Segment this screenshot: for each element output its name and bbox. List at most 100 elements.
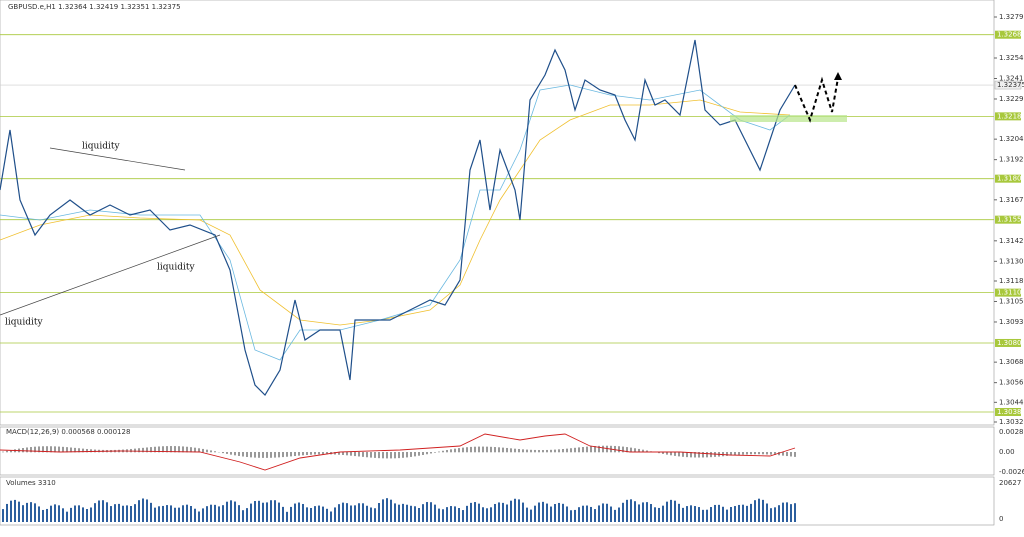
volume-bar	[694, 506, 696, 522]
macd-bar	[210, 450, 212, 453]
macd-bar	[142, 447, 144, 453]
macd-bar	[306, 452, 308, 455]
macd-bar	[346, 452, 348, 456]
volume-bar	[526, 507, 528, 522]
level-label: 1.31554	[997, 216, 1024, 224]
macd-bar	[250, 452, 252, 458]
macd-panel	[0, 426, 995, 476]
macd-bar	[542, 450, 544, 453]
macd-bar	[766, 452, 768, 455]
volume-bar	[670, 499, 672, 522]
macd-bar	[198, 448, 200, 453]
volume-bar	[166, 505, 168, 522]
volume-bar	[686, 506, 688, 522]
macd-bar	[458, 448, 460, 453]
levels	[0, 34, 994, 413]
volume-bar	[234, 501, 236, 522]
macd-bar	[82, 448, 84, 453]
macd-bar	[234, 452, 236, 456]
volume-bar	[666, 501, 668, 522]
macd-bar	[666, 452, 668, 455]
volume-bar	[230, 500, 232, 522]
macd-bar	[750, 452, 752, 455]
macd-bar	[502, 447, 504, 453]
volume-bar	[198, 511, 200, 522]
macd-bar	[254, 452, 256, 458]
macd-bar	[462, 447, 464, 453]
volume-bar	[246, 508, 248, 522]
volume-bar	[314, 506, 316, 522]
volume-bar	[402, 503, 404, 522]
volume-bar	[134, 504, 136, 522]
volume-bar	[794, 503, 796, 522]
level-label: 1.31109	[997, 289, 1024, 297]
volume-bar	[418, 507, 420, 522]
macd-bar	[630, 447, 632, 453]
macd-bar	[178, 446, 180, 453]
macd-bar	[474, 446, 476, 453]
macd-bar	[10, 450, 12, 453]
volume-bar	[514, 498, 516, 522]
macd-bar	[646, 450, 648, 453]
macd-bar	[2, 451, 4, 453]
macd-bar	[778, 452, 780, 456]
macd-bar	[94, 449, 96, 453]
macd-bar	[370, 452, 372, 458]
volume-bar	[726, 509, 728, 522]
volume-bar	[550, 506, 552, 522]
macd-bar	[790, 452, 792, 457]
volume-bar	[598, 505, 600, 522]
macd-bar	[482, 446, 484, 453]
volume-bar	[466, 505, 468, 522]
volume-bar	[766, 503, 768, 522]
volume-bar	[294, 503, 296, 522]
macd-bar	[734, 452, 736, 456]
macd-bar	[534, 449, 536, 453]
volume-bar	[110, 506, 112, 522]
macd-bar	[554, 449, 556, 453]
macd-bar	[194, 447, 196, 453]
annotation: liquidity	[5, 318, 43, 328]
volume-bar	[394, 503, 396, 522]
volume-bar	[626, 499, 628, 522]
volume-bar	[66, 511, 68, 522]
volume-bar	[422, 504, 424, 522]
tick-label: 1.30320	[999, 418, 1024, 426]
volume-bar	[426, 502, 428, 522]
macd-bar	[342, 452, 344, 455]
volume-bar	[186, 504, 188, 522]
volume-bar	[162, 505, 164, 522]
macd-bar	[422, 452, 424, 456]
volume-bar	[770, 508, 772, 522]
volume-bar	[254, 501, 256, 522]
macd-bar	[170, 446, 172, 453]
tick-label: 1.30930	[999, 318, 1024, 326]
macd-bar	[586, 446, 588, 453]
macd-bar	[710, 452, 712, 458]
macd-bar	[174, 446, 176, 453]
volume-bar	[190, 506, 192, 522]
macd-bar	[350, 452, 352, 456]
macd-bar	[578, 447, 580, 453]
volume-bar	[334, 507, 336, 522]
volume-bar	[586, 505, 588, 522]
macd-bar	[334, 452, 336, 455]
volume-tick: 20627	[999, 479, 1021, 487]
macd-bar	[786, 452, 788, 457]
macd-bar	[782, 452, 784, 456]
volume-bar	[646, 502, 648, 522]
volume-bar	[506, 504, 508, 522]
tick-label: 1.31920	[999, 156, 1024, 164]
volume-bar	[590, 506, 592, 522]
volume-bar	[70, 507, 72, 522]
level-box	[995, 215, 1021, 224]
macd-bar	[450, 449, 452, 453]
macd-bar	[642, 449, 644, 453]
macd-signal	[0, 433, 796, 471]
volume-bar	[378, 503, 380, 522]
macd-bar	[742, 452, 744, 455]
macd-bar	[522, 449, 524, 453]
macd-bar	[414, 452, 416, 457]
volume-bar	[634, 501, 636, 522]
macd-bar	[466, 447, 468, 453]
